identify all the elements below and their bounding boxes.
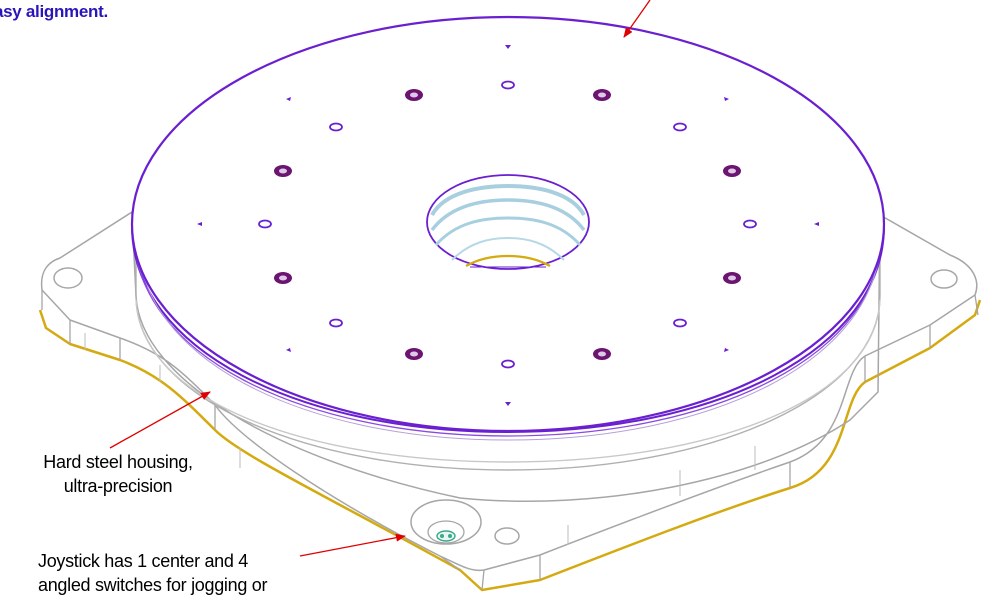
- pin-hole: [197, 222, 202, 226]
- tapped-holes: [258, 80, 757, 369]
- joystick-knob: [436, 530, 456, 542]
- counterbore-hole: [405, 348, 423, 360]
- mounting-hole-right: [930, 269, 958, 289]
- tapped-hole: [329, 318, 343, 328]
- pin-hole: [286, 97, 291, 101]
- leader-arrow-table: [623, 0, 651, 38]
- pin-hole: [286, 348, 291, 352]
- leader-arrows: [109, 0, 651, 557]
- leader-arrow-joystick: [299, 533, 406, 557]
- tapped-hole: [501, 80, 515, 90]
- alignment-callout-text: asy alignment.: [0, 2, 108, 21]
- base-top-outline: [40, 211, 978, 572]
- tapped-hole: [258, 219, 272, 229]
- bore-opening: [426, 174, 590, 270]
- counterbore-hole: [405, 89, 423, 101]
- pin-hole: [505, 402, 511, 406]
- counterbore-hole: [274, 165, 292, 177]
- tapped-hole: [743, 219, 757, 229]
- tapped-hole: [673, 318, 687, 328]
- counterbore-hole: [274, 272, 292, 284]
- counterbore-holes: [274, 89, 741, 360]
- joystick-callout-line1: Joystick has 1 center and 4: [38, 551, 249, 571]
- housing-callout-line1: Hard steel housing,: [43, 452, 193, 472]
- joystick: [410, 499, 482, 545]
- counterbore-hole: [593, 348, 611, 360]
- steel-housing: [135, 230, 881, 471]
- counterbore-hole: [723, 272, 741, 284]
- tapped-hole: [673, 122, 687, 132]
- pin-hole: [724, 348, 729, 352]
- mounting-hole-front: [494, 527, 520, 545]
- counterbore-hole: [723, 165, 741, 177]
- mounting-hole-left: [53, 267, 83, 289]
- tapped-hole: [501, 359, 515, 369]
- pin-hole: [724, 97, 729, 101]
- joystick-callout-line2: angled switches for jogging or: [38, 575, 268, 595]
- housing-callout-line2: ultra-precision: [63, 476, 173, 496]
- pin-hole: [814, 222, 819, 226]
- alignment-callout: asy alignment.: [0, 2, 108, 22]
- housing-callout: Hard steel housing, ultra-precision: [18, 450, 218, 498]
- counterbore-hole: [593, 89, 611, 101]
- base-plate: [38, 211, 982, 592]
- joystick-callout: Joystick has 1 center and 4 angled switc…: [38, 549, 267, 597]
- tapped-hole: [329, 122, 343, 132]
- mounting-holes: [53, 267, 958, 545]
- leader-arrow-housing: [109, 391, 211, 449]
- pin-holes: [197, 45, 819, 406]
- center-bore: [426, 174, 590, 270]
- joystick-boss: [410, 499, 482, 545]
- pin-hole: [505, 45, 511, 49]
